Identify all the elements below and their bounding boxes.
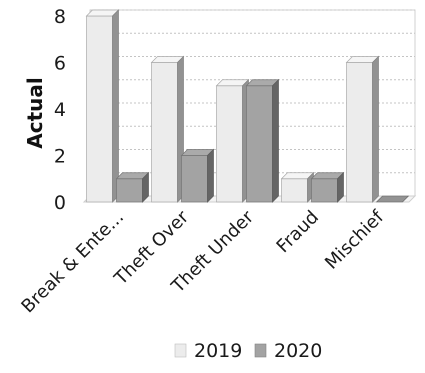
bar-2020-0 [115, 171, 150, 203]
bar-2020-0-front [116, 178, 143, 203]
bar-2020-4 [375, 195, 410, 203]
bar-2019-4-front [346, 62, 373, 203]
y-axis-title: Actual [23, 77, 47, 148]
bar-2020-3 [310, 171, 345, 203]
bar-2020-3-side [337, 171, 344, 203]
bar-2020-2-side [272, 78, 279, 203]
bars-layer [85, 9, 410, 203]
bar-2019-3 [280, 171, 315, 203]
y-tick-label: 0 [54, 192, 66, 214]
y-tick-label: 2 [54, 146, 66, 168]
bar-2019-0 [85, 9, 120, 203]
bar-2019-0-side [112, 9, 119, 203]
legend-swatch [254, 343, 267, 358]
legend-item-2019: 2019 [174, 340, 242, 362]
category-label: Break & Ente... [17, 207, 128, 318]
legend-item-2020: 2020 [254, 340, 322, 362]
legend-swatch [174, 343, 187, 358]
y-tick-label: 4 [54, 99, 66, 121]
legend: 2019 2020 [174, 340, 322, 362]
y-tick-label: 8 [54, 6, 66, 28]
bar-2019-4 [345, 55, 380, 203]
legend-label: 2020 [274, 340, 322, 362]
y-tick-label: 6 [54, 53, 66, 75]
bar-2019-0-front [86, 15, 113, 203]
category-label: Mischief [321, 206, 388, 273]
category-label: Fraud [273, 207, 323, 257]
bar-2019-1 [150, 55, 185, 203]
bar-2020-0-side [142, 171, 149, 203]
bar-2020-1 [180, 148, 215, 203]
legend-label: 2019 [194, 340, 242, 362]
bar-2019-2-front [216, 85, 243, 203]
bar-2020-2 [245, 78, 280, 203]
bar-2020-4-floor [375, 195, 410, 203]
bar-2019-2 [215, 78, 250, 203]
axis-layer: Actual 0 2 4 6 8 [23, 6, 66, 214]
bar-2020-3-front [311, 178, 338, 203]
bar-2020-1-side [207, 148, 214, 203]
bar-2020-1-front [181, 155, 208, 203]
bar-2019-4-side [372, 55, 379, 203]
bar-2019-3-front [281, 178, 308, 203]
bar-2020-2-front [246, 85, 273, 203]
bar-2019-1-front [151, 62, 178, 203]
